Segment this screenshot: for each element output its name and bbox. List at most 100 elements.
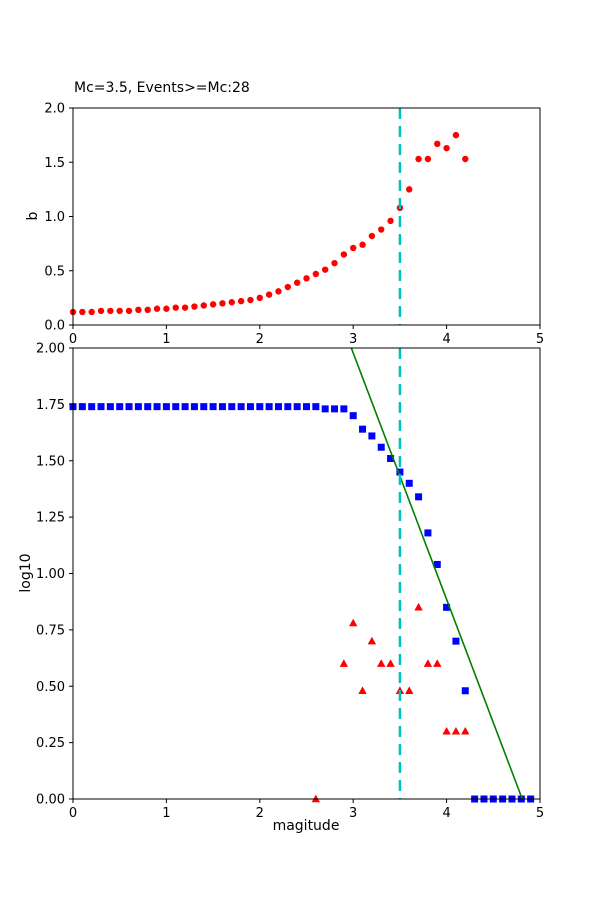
y-tick-label: 0.75 xyxy=(36,623,65,638)
cumulative-event-counts-marker xyxy=(237,403,245,411)
x-tick-label: 2 xyxy=(256,332,264,347)
cumulative-event-counts-marker xyxy=(321,405,329,413)
b-value-dots-marker xyxy=(293,279,301,286)
b-value-dots-marker xyxy=(443,144,450,152)
x-tick-label: 0 xyxy=(69,332,77,347)
b-value-dots-marker xyxy=(200,302,207,309)
top-y-axis-label: b xyxy=(25,211,41,221)
b-value-dots-marker xyxy=(88,308,95,316)
cumulative-event-counts-marker xyxy=(340,405,348,413)
cumulative-event-counts-marker xyxy=(172,403,180,411)
bottom-y-axis-label: log10 xyxy=(18,553,34,593)
binned-event-counts-marker xyxy=(451,726,461,735)
b-value-dots-marker xyxy=(284,283,292,291)
cumulative-event-counts-marker xyxy=(181,403,189,411)
x-tick-label: 4 xyxy=(442,332,450,347)
cumulative-event-counts-marker xyxy=(209,403,217,411)
y-tick-label: 2.00 xyxy=(36,342,65,357)
binned-event-counts-marker xyxy=(433,659,442,667)
y-tick-label: 2.0 xyxy=(44,102,65,117)
b-value-dots-marker xyxy=(275,288,282,295)
b-value-dots-marker xyxy=(125,307,133,315)
cumulative-event-counts-marker xyxy=(88,403,96,411)
y-tick-label: 1.0 xyxy=(44,210,65,225)
b-value-dots-marker xyxy=(331,259,338,267)
cumulative-event-counts-marker xyxy=(452,637,460,645)
b-value-dots-marker xyxy=(424,155,432,163)
b-value-dots-marker xyxy=(387,217,394,225)
b-value-dots-marker xyxy=(256,294,263,302)
binned-event-counts-marker xyxy=(339,659,349,667)
cumulative-event-counts-marker xyxy=(433,560,441,568)
cumulative-event-counts-marker xyxy=(218,403,226,411)
b-value-dots-marker xyxy=(265,291,273,298)
y-tick-label: 0.5 xyxy=(44,264,65,279)
b-value-dots-marker xyxy=(415,155,422,163)
y-tick-label: 0.25 xyxy=(36,736,65,751)
cumulative-event-counts-marker xyxy=(78,403,86,411)
b-value-dots-marker xyxy=(191,303,198,310)
b-value-dots-marker xyxy=(144,306,151,314)
cumulative-event-counts-marker xyxy=(153,403,161,411)
binned-event-counts-marker xyxy=(414,602,423,611)
cumulative-event-counts-marker xyxy=(200,403,208,411)
cumulative-event-counts-marker xyxy=(116,403,124,411)
cumulative-event-counts-marker xyxy=(256,403,264,411)
y-tick-label: 0.0 xyxy=(44,319,65,334)
b-value-dots-marker xyxy=(303,275,310,282)
binned-event-counts-marker xyxy=(461,726,470,735)
cumulative-event-counts-marker xyxy=(246,403,254,411)
b-value-dots-marker xyxy=(340,251,348,258)
cumulative-event-counts-marker xyxy=(331,405,339,413)
x-tick-label: 3 xyxy=(349,806,357,821)
cumulative-event-counts-marker xyxy=(405,479,413,487)
x-tick-label: 4 xyxy=(442,806,450,821)
x-tick-label: 5 xyxy=(536,806,544,821)
x-tick-label: 5 xyxy=(536,332,544,347)
b-value-dots-marker xyxy=(359,241,366,248)
y-tick-label: 0.50 xyxy=(36,680,65,695)
x-tick-label: 1 xyxy=(162,332,170,347)
b-value-dots-marker xyxy=(107,307,114,315)
b-value-dots-marker xyxy=(321,266,329,273)
cumulative-event-counts-marker xyxy=(443,603,451,611)
cumulative-event-counts-marker xyxy=(387,454,395,462)
cumulative-event-counts-marker xyxy=(312,403,320,411)
b-value-dots-marker xyxy=(452,131,460,139)
gr-fit-line xyxy=(350,347,524,800)
binned-event-counts-marker xyxy=(386,659,395,667)
y-tick-label: 1.25 xyxy=(36,511,65,526)
y-tick-label: 1.50 xyxy=(36,454,65,469)
x-tick-label: 0 xyxy=(69,806,77,821)
binned-event-counts-marker xyxy=(442,726,451,735)
b-value-dots-marker xyxy=(406,186,413,193)
b-value-dots-marker xyxy=(237,297,245,305)
cumulative-event-counts-marker xyxy=(415,493,423,501)
cumulative-event-counts-marker xyxy=(368,432,376,440)
b-value-dots-marker xyxy=(350,244,357,252)
x-tick-label: 2 xyxy=(256,806,264,821)
b-value-dots-marker xyxy=(135,306,142,314)
cumulative-event-counts-marker xyxy=(461,687,469,695)
cumulative-event-counts-marker xyxy=(293,403,301,411)
axes-frame xyxy=(72,347,541,800)
cumulative-event-counts-marker xyxy=(125,403,133,411)
b-value-dots-marker xyxy=(97,307,105,315)
b-value-dots-marker xyxy=(153,305,161,312)
binned-event-counts-marker xyxy=(423,659,433,667)
cumulative-event-counts-marker xyxy=(106,403,114,411)
cumulative-event-counts-marker xyxy=(228,403,236,411)
binned-event-counts-marker xyxy=(358,686,367,694)
binned-event-counts-marker xyxy=(405,686,414,694)
binned-event-counts-marker xyxy=(311,794,321,803)
b-value-dots-marker xyxy=(312,270,320,278)
b-value-dots-marker xyxy=(209,301,217,308)
b-value-dots-marker xyxy=(228,299,235,306)
x-tick-label: 1 xyxy=(162,806,170,821)
binned-event-counts-marker xyxy=(367,636,377,645)
b-value-dots-marker xyxy=(181,304,189,311)
cumulative-event-counts-marker xyxy=(265,403,273,411)
binned-event-counts-marker xyxy=(349,618,358,627)
